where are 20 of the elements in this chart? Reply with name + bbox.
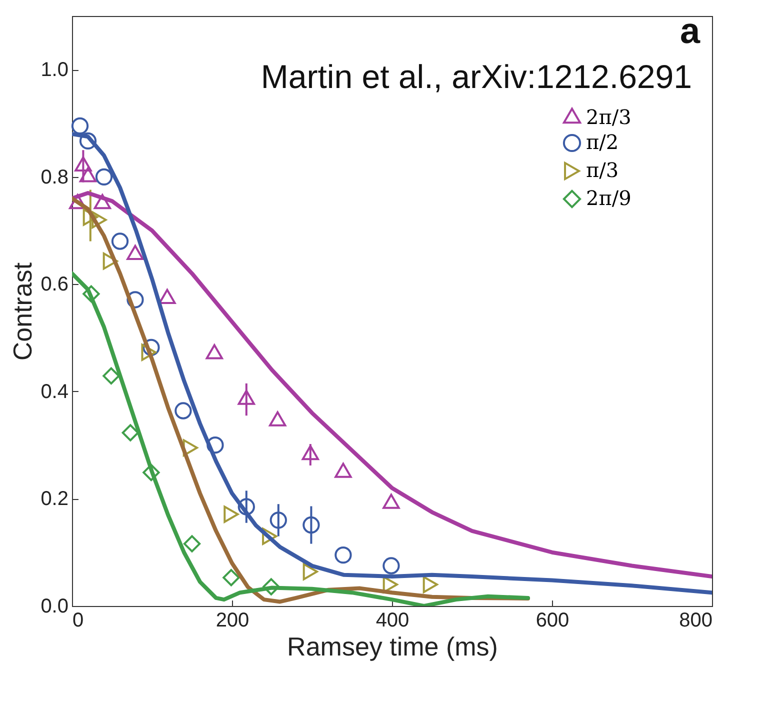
legend-label: 2π/3 <box>586 105 632 129</box>
y-tick-label: 0.4 <box>40 380 68 403</box>
y-axis-title: Contrast <box>8 262 38 361</box>
legend-label: 2π/9 <box>586 186 632 210</box>
y-tick-label: 0.6 <box>40 274 68 296</box>
y-tick-label: 0.2 <box>40 488 68 510</box>
x-tick-label: 200 <box>216 610 250 632</box>
x-tick-label: 800 <box>679 610 712 632</box>
legend-label: π/2 <box>586 130 619 154</box>
x-axis-title: Ramsey time (ms) <box>287 632 498 662</box>
y-tick-label: 0.8 <box>40 166 68 188</box>
y-tick-label: 0.0 <box>40 596 68 618</box>
x-tick-label: 0 <box>72 610 84 632</box>
annotation: Martin et al., arXiv:1212.6291 <box>260 58 692 95</box>
y-tick-label: 1.0 <box>40 59 68 82</box>
legend-label: π/3 <box>586 158 619 182</box>
x-tick-label: 400 <box>376 610 410 632</box>
x-tick-label: 600 <box>536 610 570 632</box>
line-series <box>72 271 530 606</box>
annotation: a <box>680 10 701 51</box>
